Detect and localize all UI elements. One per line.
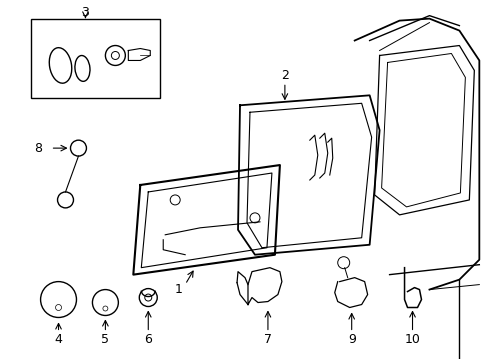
Text: 10: 10 bbox=[404, 333, 420, 346]
Text: 9: 9 bbox=[347, 333, 355, 346]
Text: 4: 4 bbox=[55, 333, 62, 346]
Text: 5: 5 bbox=[101, 333, 109, 346]
Text: 7: 7 bbox=[264, 333, 271, 346]
Text: 2: 2 bbox=[281, 69, 288, 82]
Bar bbox=[31, 19, 160, 98]
Text: 1: 1 bbox=[174, 283, 182, 296]
Text: 3: 3 bbox=[81, 6, 89, 19]
Text: 8: 8 bbox=[35, 141, 42, 155]
Text: 6: 6 bbox=[144, 333, 152, 346]
